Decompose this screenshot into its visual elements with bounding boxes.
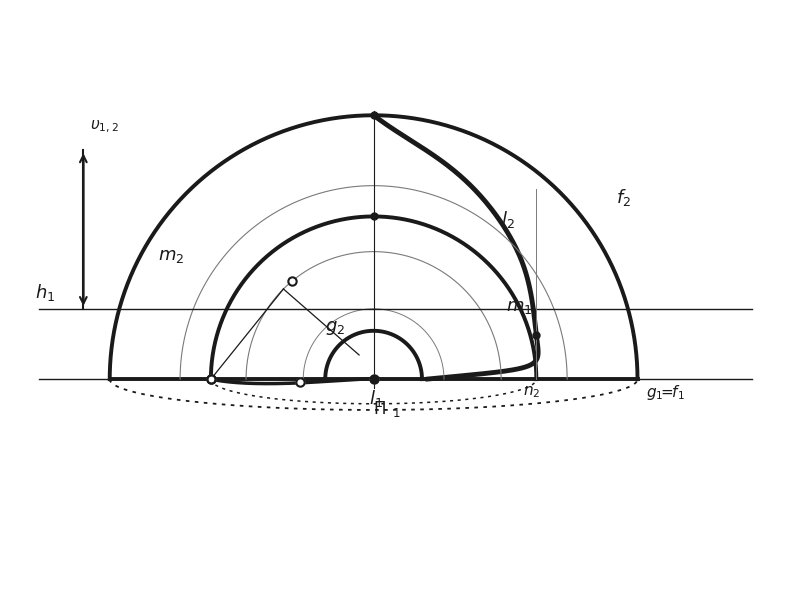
Text: $m_1$: $m_1$ [506, 298, 532, 316]
Text: $g_1\!\!=\!\!f_1$: $g_1\!\!=\!\!f_1$ [646, 383, 685, 402]
Text: $g_2$: $g_2$ [326, 319, 346, 337]
Text: $l_2$: $l_2$ [501, 209, 515, 230]
Text: $n_2$: $n_2$ [523, 384, 541, 400]
Text: $m_2$: $m_2$ [158, 247, 184, 265]
Text: $\upsilon_{1,2}$: $\upsilon_{1,2}$ [90, 118, 119, 134]
Text: $h_1$: $h_1$ [35, 281, 55, 302]
Text: $f_2$: $f_2$ [615, 187, 630, 208]
Text: $l_1$: $l_1$ [370, 388, 383, 409]
Text: $\Pi\ _{\,1}$: $\Pi\ _{\,1}$ [373, 398, 401, 419]
